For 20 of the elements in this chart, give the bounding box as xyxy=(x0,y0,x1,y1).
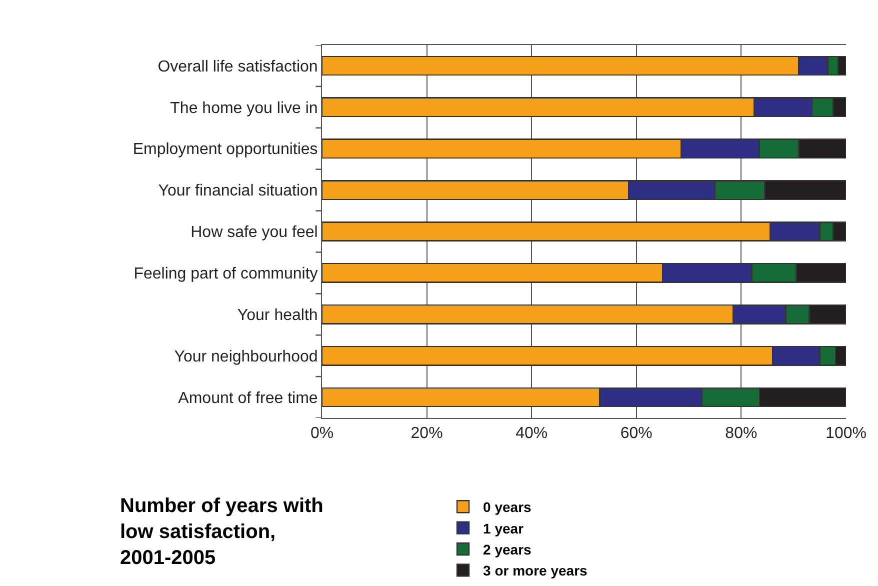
y-tick-label: The home you live in xyxy=(170,100,318,117)
y-tick-label: Employment opportunities xyxy=(132,141,318,158)
y-tick-label: Your health xyxy=(237,306,318,324)
y-tick-label: Your financial situation xyxy=(158,182,318,200)
y-tick-label: Overall life satisfaction xyxy=(158,58,318,76)
x-tick-label: 60% xyxy=(620,425,652,442)
x-tick-label: 100% xyxy=(826,425,866,442)
legend-label: 3 or more years xyxy=(483,562,588,579)
y-tick-label: Your neighbourhood xyxy=(174,348,318,366)
y-tick-label: How safe you feel xyxy=(190,224,318,242)
x-tick-label: 80% xyxy=(725,425,758,442)
x-tick-label: 40% xyxy=(516,425,548,442)
legend-label: 1 year xyxy=(483,520,524,536)
y-tick-label: Amount of free time xyxy=(178,390,318,407)
legend-label: 2 years xyxy=(483,541,532,558)
x-tick-label: 0% xyxy=(310,425,334,442)
y-tick-label: Feeling part of community xyxy=(134,266,318,283)
legend-label: 0 years xyxy=(483,499,532,516)
x-tick-label: 20% xyxy=(410,425,443,442)
legend-title: Number of years with low satisfaction, 2001-2005 xyxy=(120,495,324,569)
